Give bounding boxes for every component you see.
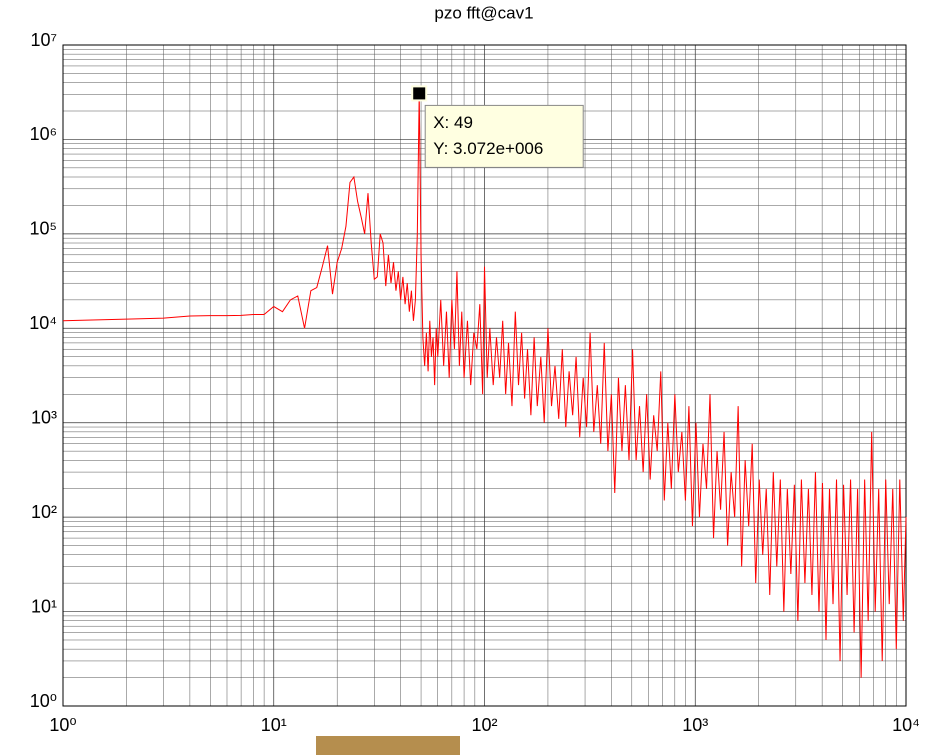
datatip-box bbox=[424, 104, 584, 168]
y-tick-label: 10³ bbox=[31, 407, 57, 427]
chart-title: pzo fft@cav1 bbox=[434, 3, 533, 22]
x-tick-label: 10⁰ bbox=[49, 715, 76, 735]
y-tick-label: 10⁰ bbox=[30, 691, 57, 711]
x-tick-label: 10³ bbox=[682, 715, 708, 735]
datatip-text: Y: 3.072e+006 bbox=[433, 139, 543, 158]
y-tick-label: 10⁶ bbox=[30, 124, 57, 144]
y-tick-label: 10⁴ bbox=[29, 313, 57, 333]
y-tick-label: 10⁵ bbox=[30, 219, 57, 239]
plot-border bbox=[62, 44, 907, 707]
datatip-text: X: 49 bbox=[433, 113, 473, 132]
x-tick-label: 10¹ bbox=[261, 715, 287, 735]
x-tick-label: 10⁴ bbox=[892, 715, 920, 735]
data-line bbox=[62, 93, 907, 678]
datatip-marker bbox=[411, 85, 428, 102]
y-tick-label: 10¹ bbox=[31, 596, 57, 616]
y-tick-label: 10⁷ bbox=[30, 30, 57, 50]
y-tick-label: 10² bbox=[31, 502, 57, 522]
photo-fragment bbox=[316, 736, 460, 755]
x-tick-label: 10² bbox=[471, 715, 497, 735]
